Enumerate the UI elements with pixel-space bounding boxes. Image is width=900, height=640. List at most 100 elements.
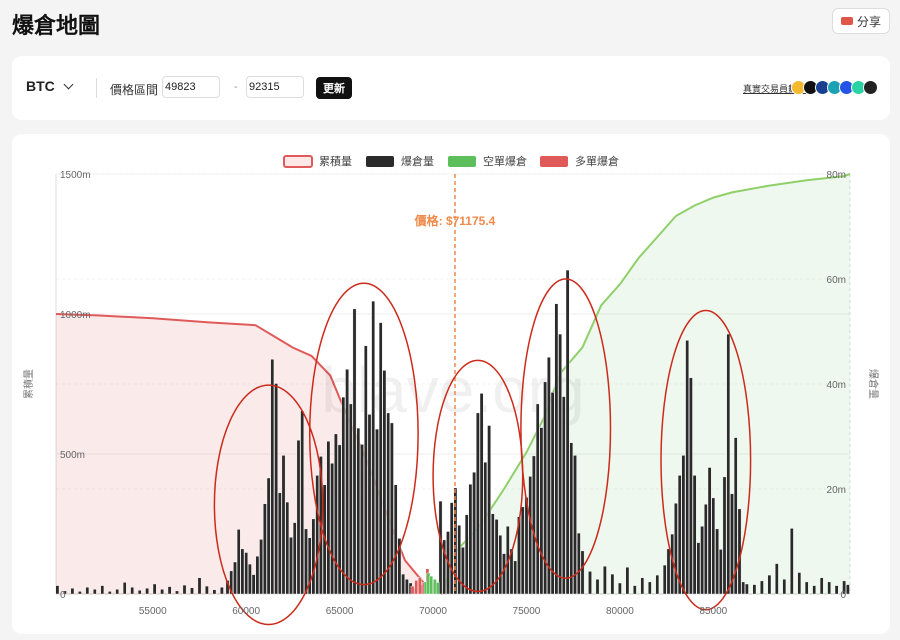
liquidation-bar — [375, 428, 379, 595]
left-tick-label: 500m — [60, 450, 85, 461]
liquidation-bar — [304, 528, 308, 595]
liquidation-bar — [577, 532, 581, 595]
long-liquidation-bar — [414, 580, 419, 595]
liquidation-bar — [270, 359, 275, 595]
liquidation-bar — [726, 333, 731, 595]
liquidation-bar — [715, 528, 719, 595]
liquidation-bar — [550, 392, 555, 595]
liquidation-bar — [494, 519, 499, 595]
liquidation-bar — [804, 581, 809, 595]
liquidation-bar — [285, 501, 290, 595]
liquidation-bar — [401, 573, 405, 595]
liquidation-bar — [595, 579, 600, 595]
liquidation-bar — [240, 548, 245, 595]
long-liquidation-bar — [410, 585, 415, 595]
liquidation-bar — [251, 574, 256, 595]
divider — [96, 78, 97, 98]
short-liquidation-bar — [435, 582, 440, 595]
liquidation-bar — [55, 585, 60, 595]
liquidation-bar — [479, 393, 484, 595]
liquidation-bar — [603, 566, 607, 595]
liquidation-bar — [610, 573, 615, 595]
liquidation-bar — [655, 574, 660, 595]
legend-item: 空單爆倉 — [448, 154, 527, 168]
liquidation-bar — [569, 442, 574, 595]
liquidation-bar — [662, 564, 667, 595]
liquidation-bar — [278, 492, 282, 595]
liquidation-bar — [812, 585, 816, 595]
left-tick-label: 0 — [60, 590, 66, 601]
liquidation-bar — [846, 584, 850, 595]
liquidation-bar — [107, 591, 112, 595]
liquidation-bar — [289, 537, 293, 595]
share-button[interactable]: 分享 — [831, 8, 890, 34]
liquidation-bar — [487, 425, 491, 595]
right-tick-label: 20m — [827, 485, 846, 496]
annotation-ellipse — [520, 278, 612, 579]
legend-label: 爆倉量 — [401, 154, 434, 168]
liquidation-bar — [842, 580, 846, 595]
liquidation-bar — [565, 269, 570, 595]
right-tick-label: 80m — [827, 170, 846, 181]
liquidation-bar — [326, 441, 331, 595]
liquidation-bar — [640, 577, 645, 595]
liquidation-bar — [393, 484, 398, 595]
liquidation-bar — [266, 477, 271, 595]
liquidation-bar — [528, 476, 532, 595]
range-label: 價格區間 — [110, 83, 159, 97]
range-high-input[interactable] — [246, 76, 304, 98]
liquidation-bar — [382, 370, 387, 595]
liquidation-bar — [517, 516, 521, 595]
page-title: 爆倉地圖 — [12, 13, 101, 38]
cumulative-short-line — [441, 173, 851, 595]
x-tick-label: 55000 — [139, 606, 167, 617]
annotation-ellipse — [660, 309, 752, 611]
x-tick-label: 60000 — [232, 606, 260, 617]
liquidation-bar — [263, 503, 267, 595]
liquidation-bar — [457, 525, 462, 595]
liquidation-bar — [378, 322, 383, 595]
liquidation-bar — [461, 547, 465, 595]
liquidation-bar — [745, 583, 749, 595]
liquidation-bar — [730, 493, 734, 595]
liquidation-bar — [782, 579, 787, 595]
liquidation-bar — [562, 396, 566, 595]
liquidation-bar — [274, 383, 278, 595]
liquidation-bar — [405, 579, 409, 595]
liquidation-bar — [248, 563, 252, 595]
legend-swatch — [540, 156, 568, 167]
legend-item: 累積量 — [283, 154, 352, 168]
liquidation-bar — [700, 526, 704, 595]
liquidation-bar — [472, 472, 476, 595]
liquidation-bar — [296, 440, 301, 595]
right-tick-label: 60m — [827, 275, 846, 286]
liquidation-bar — [554, 303, 559, 595]
liquidation-bar — [633, 585, 637, 595]
liquidation-bar — [513, 560, 518, 595]
liquidation-bar — [797, 572, 802, 595]
liquidation-bar — [70, 588, 75, 595]
liquidation-bar — [573, 455, 577, 595]
real-data-link[interactable]: 真實交易員數據 — [742, 84, 806, 94]
range-low-input[interactable] — [162, 76, 220, 98]
update-button[interactable]: 更新 — [316, 77, 352, 99]
liquidation-bar — [337, 444, 342, 595]
liquidation-bar — [468, 484, 473, 595]
annotation-ellipse — [213, 384, 324, 626]
liquidation-bar — [689, 377, 693, 595]
liquidation-bar — [580, 550, 585, 595]
liquidation-bar — [741, 581, 745, 595]
x-tick-label: 80000 — [606, 606, 634, 617]
asset-select[interactable]: BTC — [26, 78, 74, 94]
liquidation-bar — [588, 571, 592, 595]
x-tick-label: 75000 — [513, 606, 541, 617]
liquidation-bar — [752, 584, 757, 595]
liquidation-bar — [197, 577, 202, 595]
liquidation-bar — [160, 589, 164, 595]
left-tick-label: 1500m — [60, 170, 91, 181]
liquidation-bar — [182, 584, 187, 595]
liquidation-bar — [330, 463, 334, 595]
liquidation-bar — [371, 300, 376, 595]
liquidation-bar — [236, 529, 241, 595]
